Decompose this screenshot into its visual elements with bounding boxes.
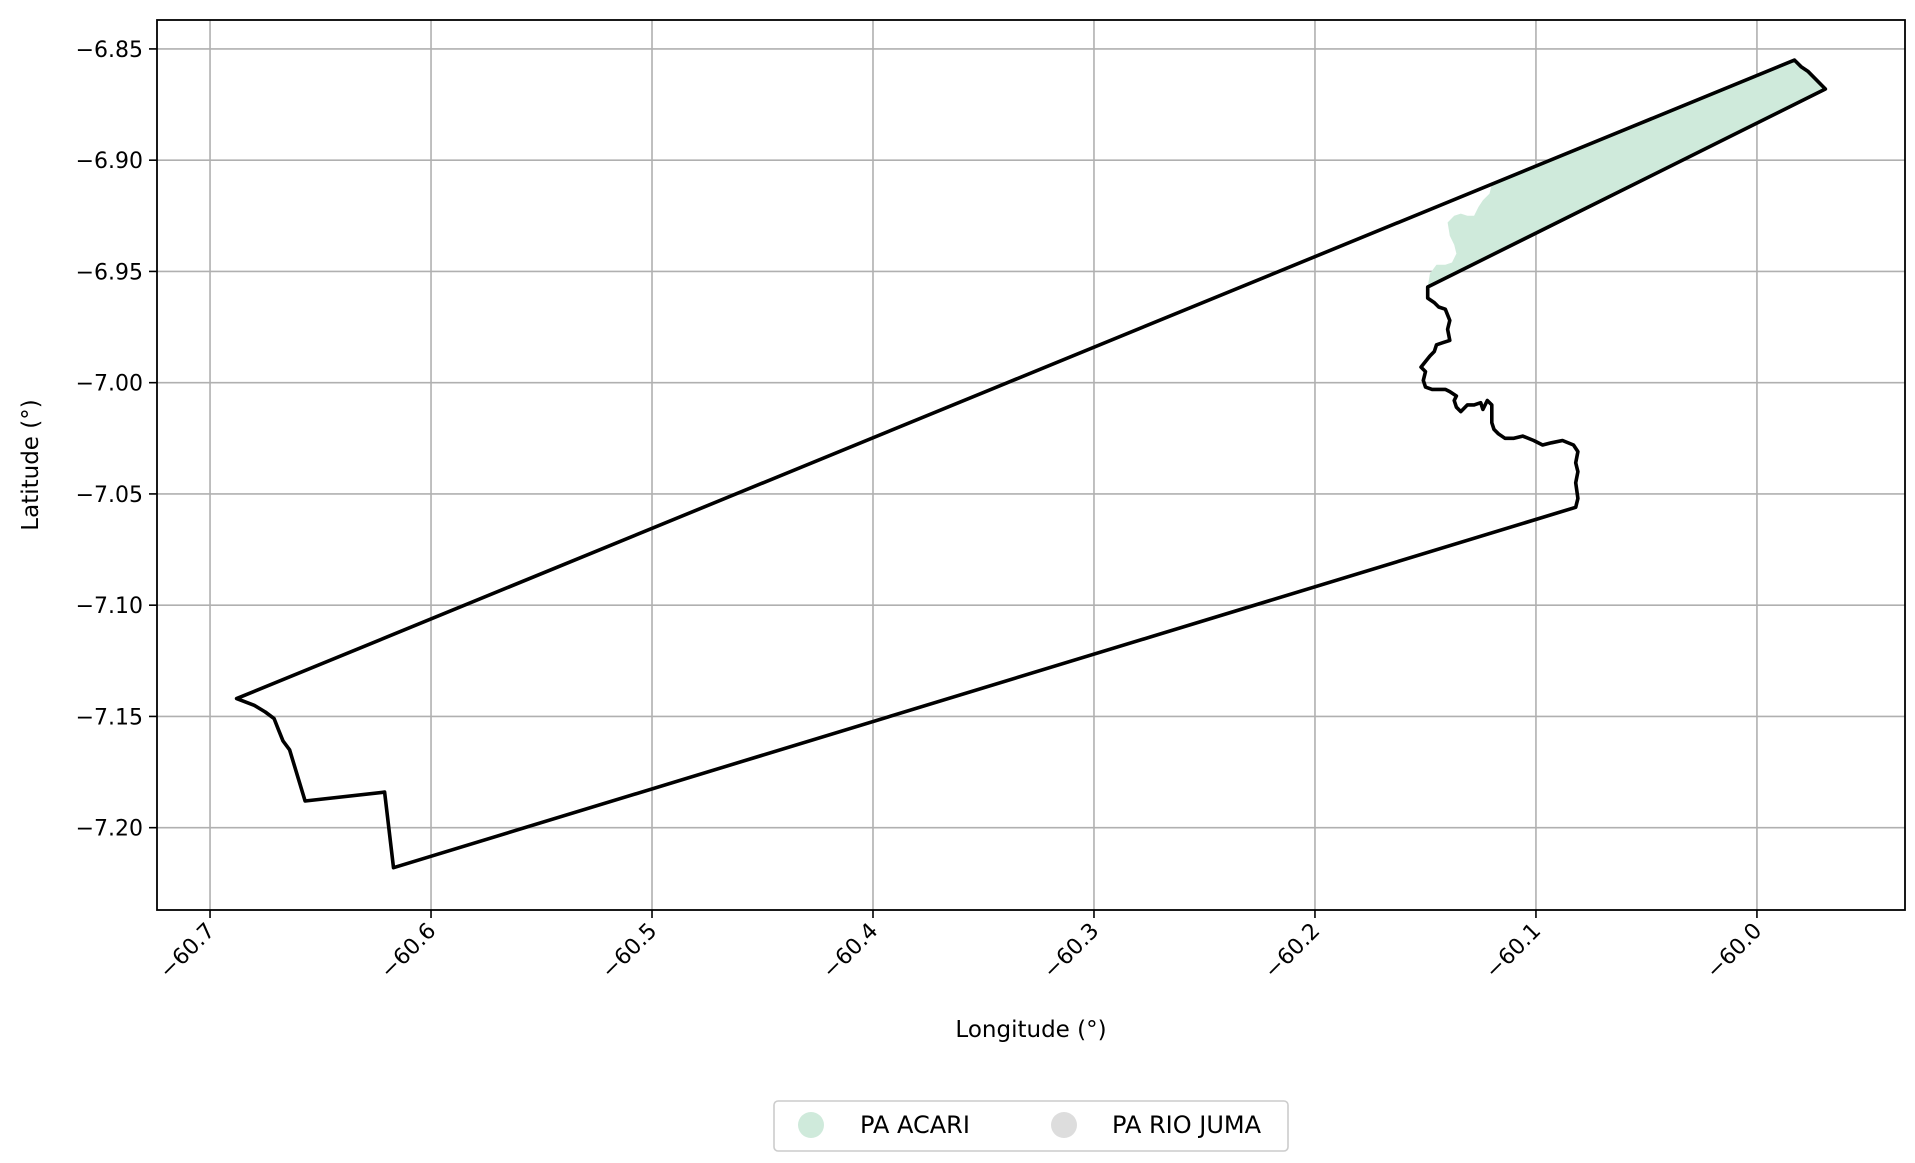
y-tick-label-1: −6.90 (76, 149, 143, 174)
region-pa-acari (1427, 60, 1826, 287)
y-tick-label-3: −7.00 (76, 372, 143, 397)
legend: PA ACARI PA RIO JUMA (773, 1100, 1289, 1152)
y-tick-label-7: −7.20 (76, 817, 143, 842)
y-tick-label-0: −6.85 (76, 38, 143, 63)
legend-label-pa-acari: PA ACARI (860, 1111, 970, 1139)
y-axis-title: Latitude (°) (18, 399, 44, 530)
y-tick-label-6: −7.15 (76, 705, 143, 730)
y-tick-label-5: −7.10 (76, 594, 143, 619)
y-tick-label-2: −6.95 (76, 260, 143, 285)
x-axis-title: Longitude (°) (955, 1017, 1106, 1043)
plot-frame (156, 19, 1906, 911)
legend-box (773, 1100, 1289, 1152)
y-ticks: −6.85 −6.90 −6.95 −7.00 −7.05 −7.10 −7.15 −7.20 (76, 38, 157, 842)
legend-label-pa-rio-juma: PA RIO JUMA (1112, 1111, 1262, 1139)
legend-marker-pa-rio-juma (1051, 1112, 1077, 1138)
boundary-pa-rio-juma (234, 58, 1828, 870)
regions-layer (1427, 60, 1826, 287)
y-tick-label-4: −7.05 (76, 483, 143, 508)
boundary-layer (234, 58, 1828, 870)
legend-marker-pa-acari (798, 1112, 824, 1138)
